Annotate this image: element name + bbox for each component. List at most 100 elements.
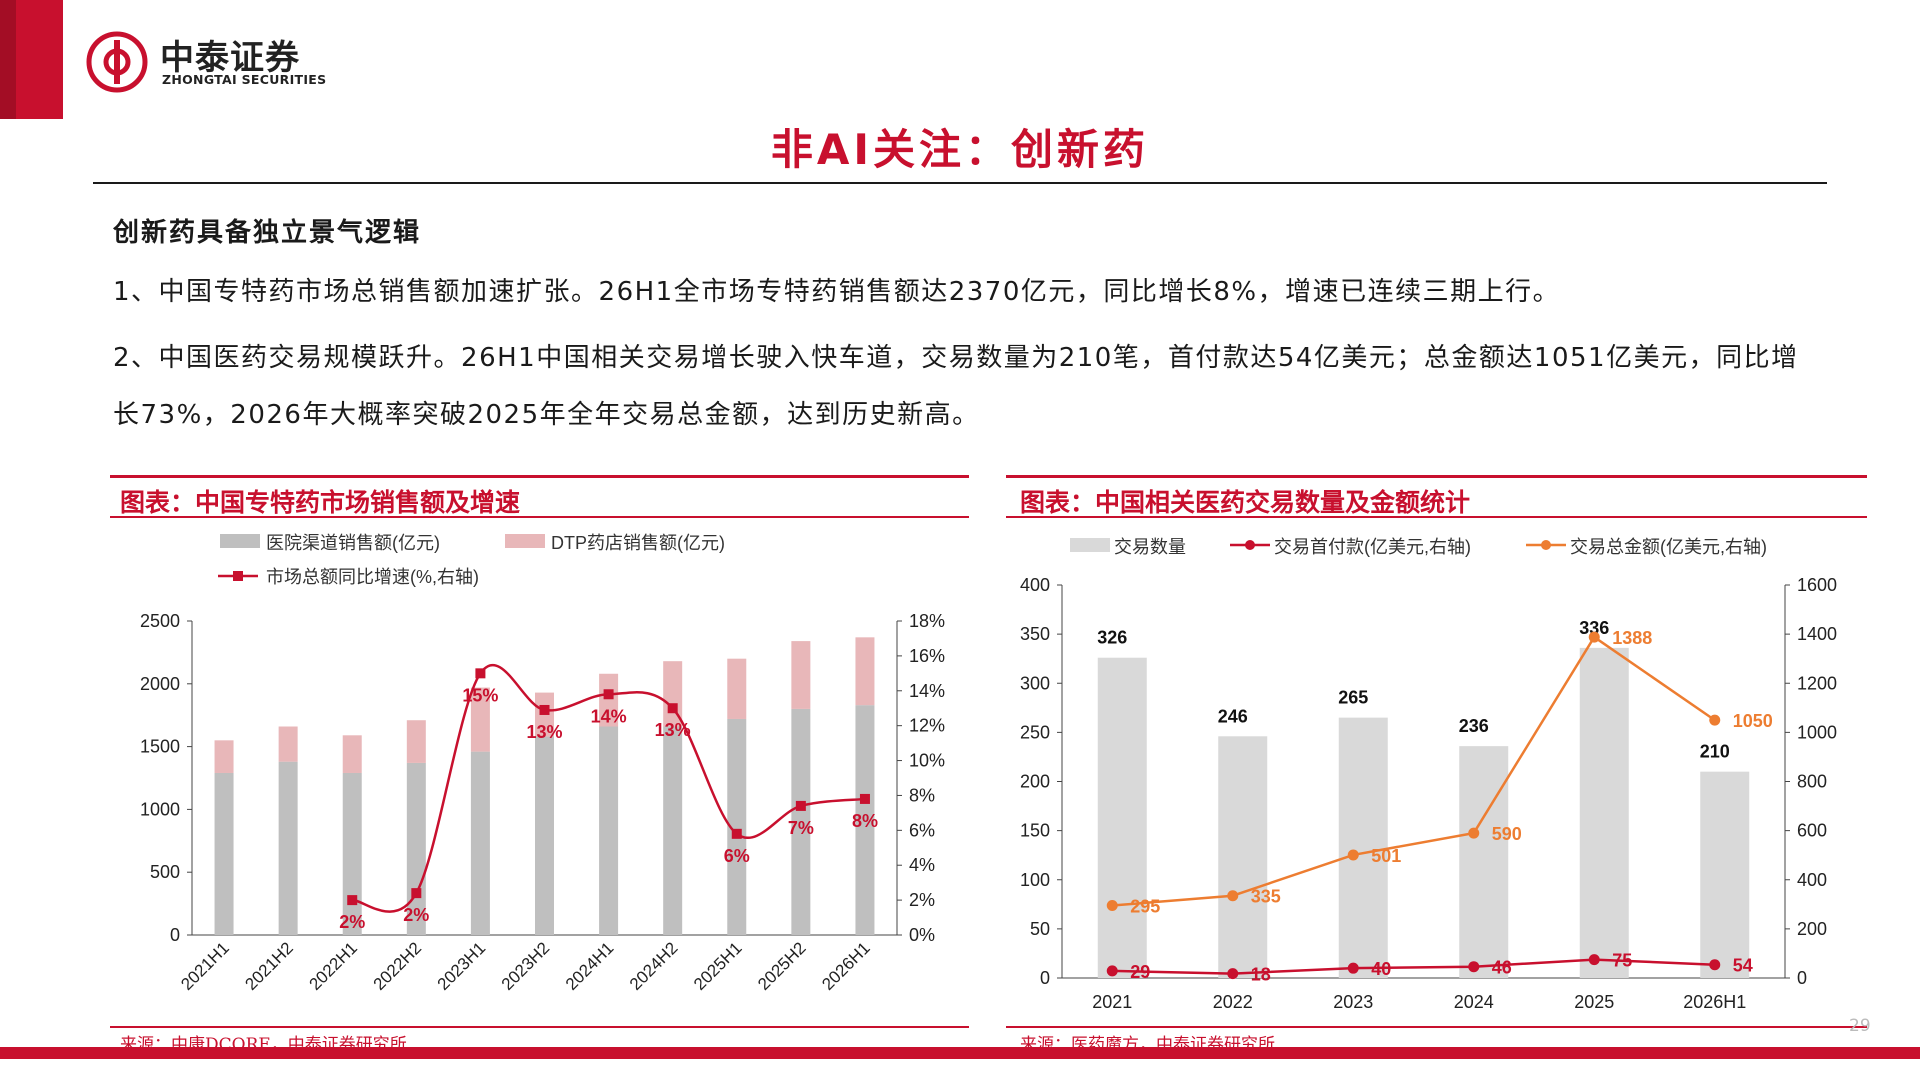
- bar-deal-count: [1700, 771, 1750, 978]
- x-tick-label: 2021: [1092, 992, 1132, 1012]
- bar-value-label: 246: [1218, 706, 1248, 726]
- growth-label: 14%: [591, 706, 627, 726]
- page-number: 29: [1849, 1016, 1871, 1036]
- y-tick-label: 250: [1020, 722, 1050, 742]
- legend-marker-total: [1541, 540, 1551, 550]
- y-tick-label: 100: [1020, 870, 1050, 890]
- x-tick-label: 2022H2: [370, 938, 426, 994]
- logo-english-name: ZHONGTAI SECURITIES: [162, 72, 327, 87]
- y2-tick-label: 400: [1797, 870, 1827, 890]
- x-tick-label: 2022H1: [306, 938, 362, 994]
- bar-value-label: 326: [1097, 628, 1127, 648]
- bar-hospital: [214, 772, 234, 935]
- y2-tick-label: 600: [1797, 821, 1827, 841]
- legend-swatch-1: [505, 534, 545, 548]
- y2-tick-label: 18%: [909, 611, 945, 631]
- upfront-payment-marker: [1227, 968, 1239, 980]
- bar-deal-count: [1097, 657, 1147, 978]
- upfront-payment-marker: [1106, 965, 1118, 977]
- growth-label: 2%: [403, 905, 429, 925]
- y2-tick-label: 1200: [1797, 673, 1837, 693]
- x-tick-label: 2025H2: [754, 938, 810, 994]
- bar-hospital: [535, 736, 554, 935]
- y2-tick-label: 1400: [1797, 624, 1837, 644]
- bar-value-label: 210: [1700, 742, 1730, 762]
- x-tick-label: 2024H2: [626, 938, 682, 994]
- total-amount-marker: [1588, 631, 1600, 643]
- bar-deal-count: [1579, 647, 1629, 978]
- y2-tick-label: 1000: [1797, 722, 1837, 742]
- upfront-payment-line: [1112, 958, 1715, 975]
- bar-hospital: [278, 761, 298, 935]
- growth-marker: [411, 888, 422, 899]
- legend-swatch-count: [1070, 538, 1110, 552]
- y-tick-label: 50: [1030, 919, 1050, 939]
- bar-dtp: [855, 637, 875, 706]
- growth-label: 6%: [724, 846, 750, 866]
- total-amount-value-label: 501: [1371, 846, 1401, 866]
- footer-bar: [0, 1047, 1920, 1059]
- x-tick-label: 2026H1: [818, 938, 874, 994]
- upfront-payment-marker: [1588, 954, 1600, 966]
- y-tick-label: 200: [1020, 772, 1050, 792]
- bar-dtp: [214, 740, 234, 773]
- bar-value-label: 236: [1459, 716, 1489, 736]
- y-tick-label: 0: [1040, 968, 1050, 988]
- bar-hospital: [727, 718, 747, 935]
- growth-marker: [795, 800, 806, 811]
- total-amount-line: [1112, 635, 1716, 907]
- right-chart-title: 图表：中国相关医药交易数量及金额统计: [1020, 488, 1471, 517]
- title-divider: [93, 182, 1827, 184]
- bar-value-label: 336: [1579, 618, 1609, 638]
- y-tick-label: 2000: [140, 674, 180, 694]
- y2-tick-label: 8%: [909, 785, 935, 805]
- right-chart: 交易数量 交易首付款(亿美元,右轴) 交易总金额(亿美元,右轴) 0 50 100 150 2…: [1020, 537, 1837, 1012]
- growth-marker: [859, 793, 870, 804]
- y2-tick-label: 800: [1797, 772, 1827, 792]
- y-tick-label: 350: [1020, 624, 1050, 644]
- legend-label-total: 交易总金额(亿美元,右轴): [1570, 537, 1767, 557]
- bar-hospital: [470, 751, 490, 935]
- left-chart-top-rule: [110, 475, 969, 478]
- left-chart-title-rule: [110, 516, 969, 518]
- upfront-payment-value-label: 29: [1130, 962, 1150, 982]
- total-amount-marker: [1347, 849, 1359, 861]
- y2-tick-label: 10%: [909, 751, 945, 771]
- y2-tick-label: 1600: [1797, 575, 1837, 595]
- upfront-payment-marker: [1709, 959, 1721, 971]
- brand-corner-edge: [0, 0, 16, 119]
- x-tick-label: 2024: [1454, 992, 1494, 1012]
- legend-label-2: 市场总额同比增速(%,右轴): [266, 567, 479, 587]
- bar-hospital: [342, 772, 362, 935]
- total-amount-value-label: 335: [1251, 887, 1281, 907]
- legend-label-1: DTP药店销售额(亿元): [551, 533, 725, 553]
- upfront-payment-value-label: 75: [1612, 951, 1632, 971]
- paragraph-1: 1、中国专特药市场总销售额加速扩张。26H1全市场专特药销售额达2370亿元，同…: [113, 277, 1561, 307]
- bar-dtp: [278, 726, 298, 762]
- upfront-payment-marker: [1347, 962, 1359, 974]
- total-amount-marker: [1709, 714, 1721, 726]
- total-amount-value-label: 1388: [1612, 628, 1652, 648]
- y2-tick-label: 0%: [909, 925, 935, 945]
- bar-hospital: [855, 705, 875, 935]
- y2-tick-label: 16%: [909, 646, 945, 666]
- bar-dtp: [727, 658, 747, 719]
- left-chart-title: 图表：中国专特药市场销售额及增速: [120, 488, 521, 517]
- upfront-payment-marker: [1468, 961, 1480, 973]
- legend-marker-upfront: [1245, 540, 1255, 550]
- x-tick-label: 2021H1: [177, 938, 233, 994]
- growth-marker: [475, 668, 486, 679]
- y-tick-label: 1500: [140, 737, 180, 757]
- x-tick-label: 2021H2: [241, 938, 297, 994]
- bar-value-label: 265: [1338, 688, 1368, 708]
- growth-label: 13%: [526, 722, 562, 742]
- y-tick-label: 400: [1020, 575, 1050, 595]
- bar-dtp: [599, 673, 619, 727]
- x-tick-label: 2023H2: [498, 938, 554, 994]
- logo-chinese-name: 中泰证券: [160, 38, 300, 78]
- legend-marker-2: [233, 571, 243, 581]
- growth-marker: [731, 828, 742, 839]
- bar-deal-count: [1459, 746, 1509, 978]
- bar-hospital: [663, 726, 683, 935]
- total-amount-marker: [1106, 900, 1118, 912]
